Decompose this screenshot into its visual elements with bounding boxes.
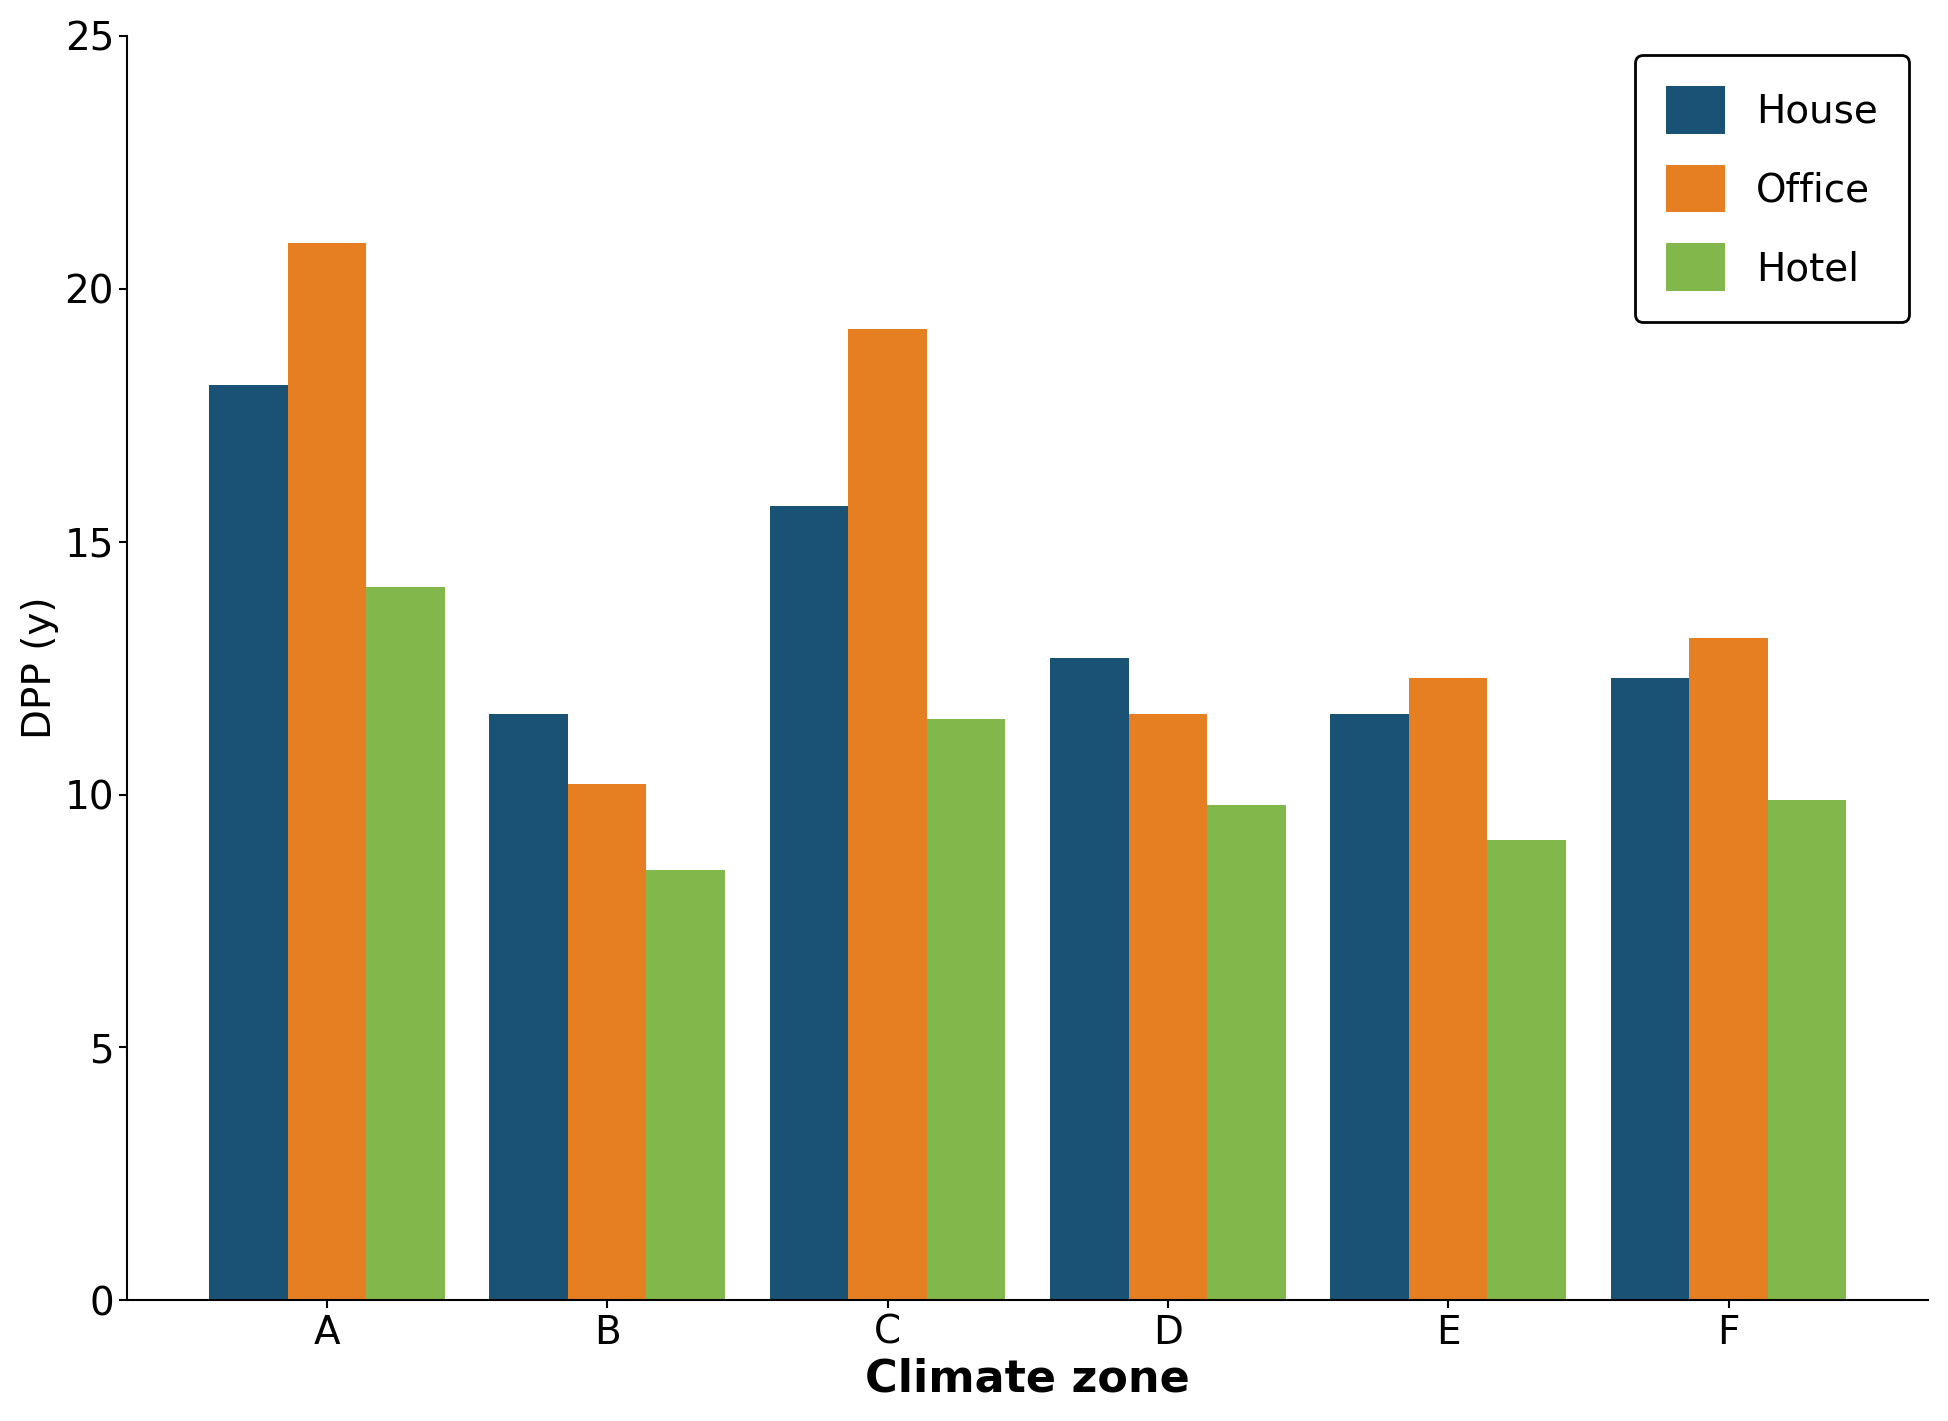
X-axis label: Climate zone: Climate zone [865, 1357, 1190, 1400]
Bar [288, 243, 366, 1300]
Bar [1128, 713, 1206, 1300]
Bar [1330, 713, 1408, 1300]
Bar [1689, 638, 1767, 1300]
Bar [567, 784, 647, 1300]
Bar [927, 719, 1005, 1300]
Bar [366, 587, 444, 1300]
Bar [847, 330, 927, 1300]
Y-axis label: DPP (y): DPP (y) [21, 597, 58, 739]
Bar [1206, 804, 1286, 1300]
Bar [1767, 800, 1845, 1300]
Bar [489, 713, 567, 1300]
Legend: House, Office, Hotel: House, Office, Hotel [1634, 55, 1907, 323]
Bar [1050, 658, 1128, 1300]
Bar [647, 871, 725, 1300]
Bar [1609, 678, 1689, 1300]
Bar [208, 385, 288, 1300]
Bar [1408, 678, 1486, 1300]
Bar [1486, 840, 1564, 1300]
Bar [769, 506, 847, 1300]
